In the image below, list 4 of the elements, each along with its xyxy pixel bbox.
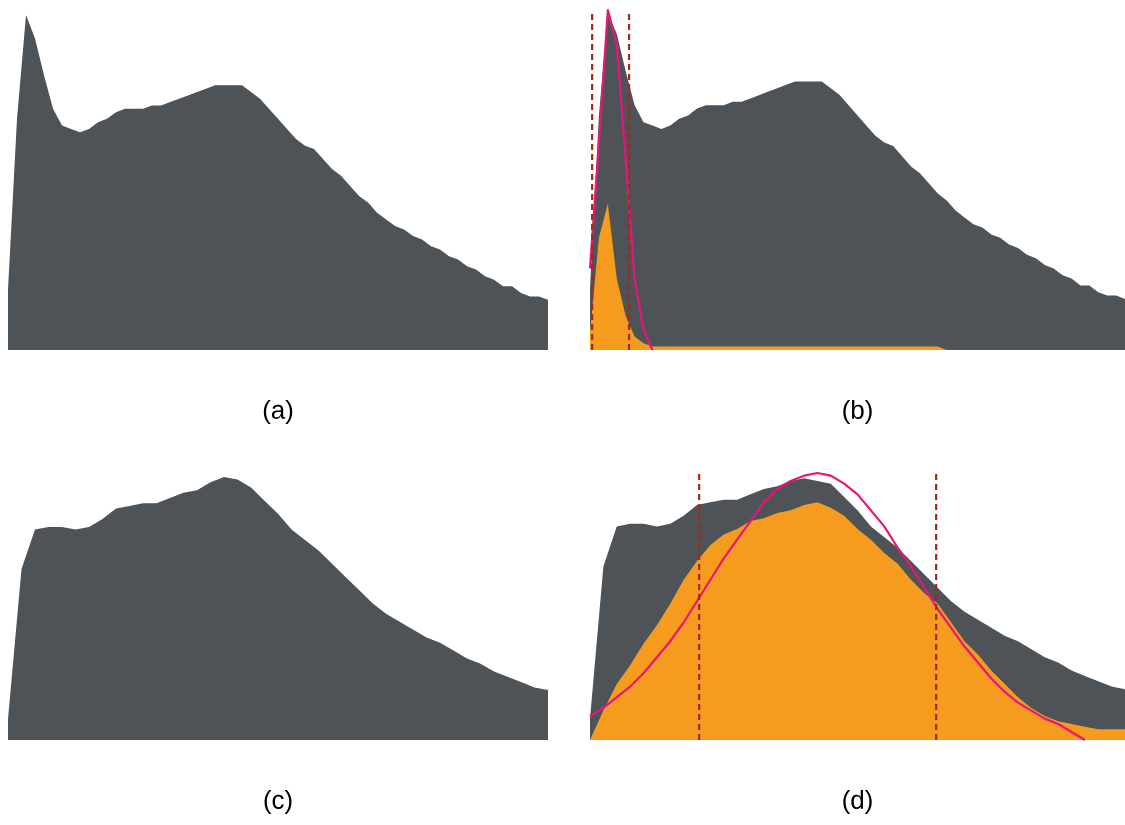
x-axis-title: (b) [843,399,872,425]
x-axis-title: (c) [264,789,292,815]
x-axis-title: (d) [843,789,872,815]
x-axis-title: (a) [263,399,293,425]
